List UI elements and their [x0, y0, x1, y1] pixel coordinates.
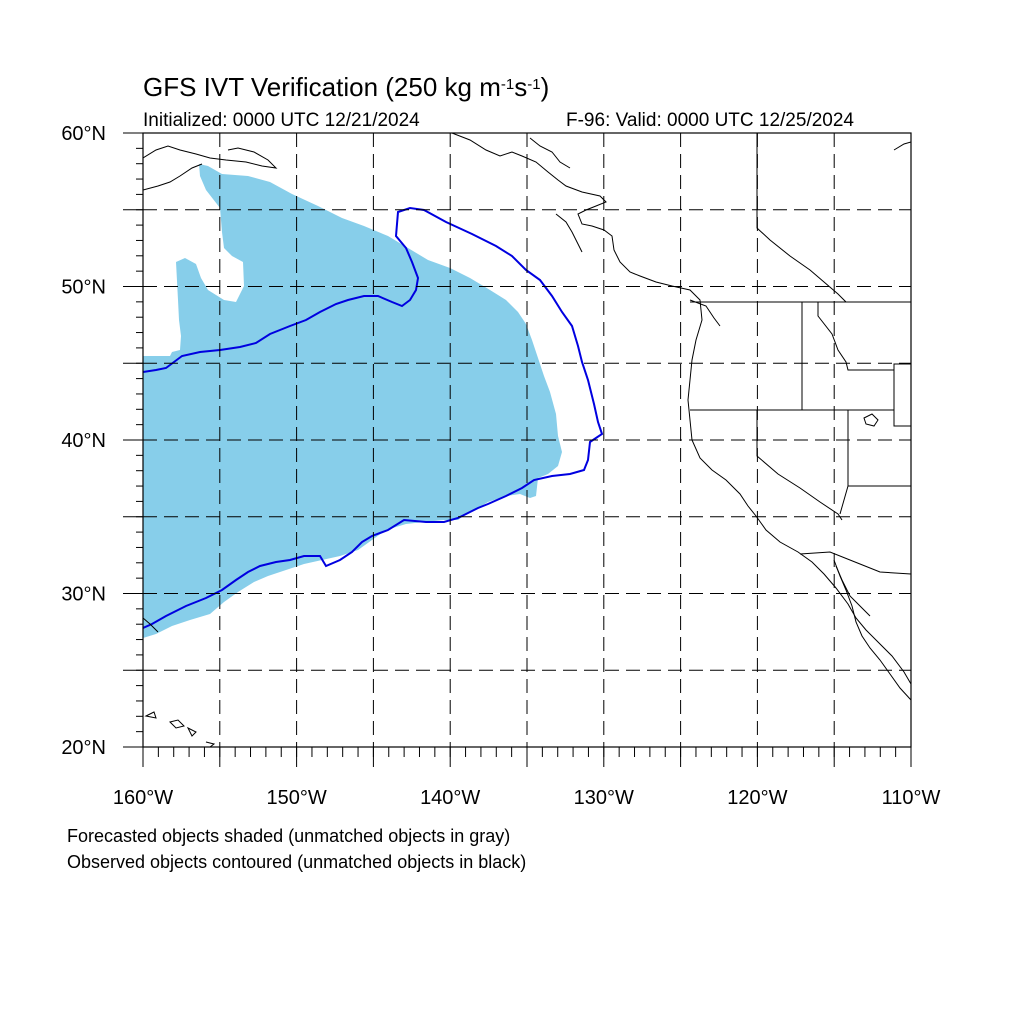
init-time-label: Initialized: 0000 UTC 12/21/2024 [143, 110, 420, 131]
lon-tick-label: 110°W [882, 787, 941, 809]
lat-tick-label: 50°N [61, 277, 106, 299]
lon-tick-label: 150°W [266, 787, 326, 809]
observed-contour [143, 206, 604, 629]
major-ticks [123, 132, 912, 767]
political-boundaries [690, 133, 911, 575]
note-observed: Observed objects contoured (unmatched ob… [67, 852, 527, 872]
forecast-object [143, 164, 562, 638]
lat-tick-labels: 60°N 50°N 40°N 30°N 20°N [61, 123, 106, 759]
lon-tick-label: 160°W [113, 787, 173, 809]
chart-title: GFS IVT Verification (250 kg m-1s-1) [143, 72, 550, 102]
note-forecast: Forecasted objects shaded (unmatched obj… [67, 826, 511, 846]
lon-tick-label: 130°W [574, 787, 634, 809]
grid-lines [143, 133, 911, 747]
lon-tick-labels: 160°W 150°W 140°W 130°W 120°W 110°W [113, 787, 941, 809]
lon-tick-label: 120°W [727, 787, 787, 809]
lat-tick-label: 60°N [61, 123, 106, 145]
lon-tick-label: 140°W [420, 787, 480, 809]
coastlines [143, 133, 911, 747]
lat-tick-label: 30°N [61, 584, 106, 606]
valid-time-label: F-96: Valid: 0000 UTC 12/25/2024 [566, 110, 854, 131]
lat-tick-label: 40°N [61, 430, 106, 452]
lat-tick-label: 20°N [61, 737, 106, 759]
